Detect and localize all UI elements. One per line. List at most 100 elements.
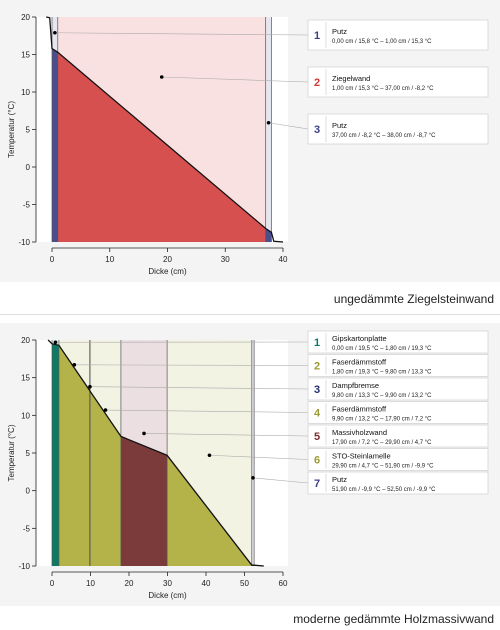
y-axis-label: Temperatur (°C) <box>7 424 16 481</box>
legend-box-2 <box>307 66 489 98</box>
layer-marker-dot-7 <box>251 476 255 480</box>
legend-layer-name-2: Faserdämmstoff <box>332 358 387 367</box>
x-tick-label: 0 <box>50 255 55 264</box>
legend-box-3 <box>307 113 489 145</box>
y-tick-label: 10 <box>21 88 30 97</box>
legend-number-3: 3 <box>314 124 320 136</box>
leader-line-2 <box>161 76 309 83</box>
caption-ziegelsteinwand: ungedämmte Ziegelsteinwand <box>333 292 494 306</box>
y-tick-label: 15 <box>21 51 30 60</box>
x-tick-label: 10 <box>105 255 114 264</box>
x-tick-label: 30 <box>221 255 230 264</box>
x-tick-label: 40 <box>202 579 211 588</box>
legend-layer-name-1: Putz <box>332 27 347 36</box>
legend-layer-range-3: 9,80 cm / 13,3 °C – 9,90 cm / 13,2 °C <box>332 393 432 399</box>
legend-number-1: 1 <box>314 337 320 349</box>
layer-marker-dot-5 <box>142 431 146 436</box>
y-axis-label: Temperatur (°C) <box>7 101 16 158</box>
layer-area-1 <box>52 48 58 242</box>
legend-layer-range-5: 17,90 cm / 7,2 °C – 29,90 cm / 4,7 °C <box>332 440 432 446</box>
layer-area-1 <box>52 343 59 566</box>
x-tick-label: 40 <box>279 255 288 264</box>
legend-box-3 <box>307 377 489 401</box>
legend-layer-name-5: Massivholzwand <box>332 428 387 437</box>
legend-box-6 <box>307 448 489 471</box>
y-tick-label: -5 <box>23 201 31 210</box>
leader-line-5 <box>144 433 309 437</box>
legend-box-1 <box>307 19 489 51</box>
layer-area-4 <box>90 391 121 566</box>
temperature-profile-line <box>46 16 284 243</box>
legend-number-4: 4 <box>314 408 321 420</box>
x-tick-label: 0 <box>50 579 55 588</box>
chart-ziegelsteinwand: -10 -5 0 5 10 15 20 0 10 20 30 40 Dicke (cm) Temperat… <box>7 13 489 276</box>
legend-layer-name-1: Gipskartonplatte <box>332 334 387 343</box>
legend-number-5: 5 <box>314 431 320 443</box>
y-tick-label: 15 <box>21 374 30 383</box>
x-tick-label: 20 <box>125 579 134 588</box>
layer-background-3 <box>265 17 272 242</box>
legend-layer-name-2: Ziegelwand <box>332 74 370 83</box>
legend-layer-name-4: Faserdämmstoff <box>332 405 387 414</box>
legend-number-3: 3 <box>314 384 320 396</box>
layer-marker-dot-3 <box>266 120 271 125</box>
y-tick-label: -5 <box>23 524 31 533</box>
y-tick-label: 0 <box>26 163 31 172</box>
legend-layer-range-2: 1,80 cm / 19,3 °C – 9,80 cm / 13,3 °C <box>332 370 432 376</box>
leader-line-1 <box>54 32 309 36</box>
y-tick-label: 0 <box>26 487 31 496</box>
legend-box-7 <box>307 471 489 495</box>
legend-box-2 <box>307 354 489 377</box>
legend-number-1: 1 <box>314 30 320 42</box>
legend-layer-name-7: Putz <box>332 475 347 484</box>
y-tick-label: -10 <box>18 238 30 247</box>
y-tick-label: -10 <box>18 562 30 571</box>
leader-line-3 <box>89 386 309 390</box>
x-tick-label: 60 <box>279 579 288 588</box>
layer-marker-dot-2 <box>72 363 77 367</box>
divider <box>0 314 500 315</box>
legend-layer-name-3: Dampfbremse <box>332 381 379 390</box>
legend-box-4 <box>307 401 489 424</box>
layer-marker-dot-2 <box>159 75 164 79</box>
legend-layer-name-6: STO-Steinlamelle <box>332 452 391 461</box>
legend-number-2: 2 <box>314 361 320 373</box>
legend-number-6: 6 <box>314 455 320 467</box>
x-axis-label: Dicke (cm) <box>148 591 187 600</box>
leader-line-7 <box>252 477 309 484</box>
caption-holzmassivwand: moderne gedämmte Holzmassivwand <box>293 612 494 626</box>
chart-panel-1: -10 -5 0 5 10 15 20 0 10 20 30 40 Dicke (cm) Temperat… <box>0 0 500 282</box>
layer-marker-dot-4 <box>103 408 108 412</box>
layer-area-2 <box>58 345 90 566</box>
y-tick-label: 10 <box>21 411 30 420</box>
chart-panel-2: -10 -5 0 5 10 15 20 0 10 20 30 40 50 60 Dicke (cm) Temp… <box>0 323 500 606</box>
layer-marker-dot-1 <box>53 340 58 345</box>
y-tick-label: 20 <box>21 336 30 345</box>
layer-marker-dot-1 <box>53 30 57 35</box>
legend-box-1 <box>307 330 489 354</box>
x-tick-label: 30 <box>163 579 172 588</box>
leader-line-3 <box>268 122 309 130</box>
layer-area-5 <box>120 436 168 566</box>
legend-number-2: 2 <box>314 77 320 89</box>
y-tick-label: 20 <box>21 13 30 22</box>
layer-marker-dot-3 <box>88 384 92 389</box>
layer-area-2 <box>57 52 266 242</box>
x-tick-label: 10 <box>86 579 95 588</box>
y-tick-label: 5 <box>26 449 31 458</box>
x-axis-label: Dicke (cm) <box>148 267 187 276</box>
legend-layer-range-6: 29,90 cm / 4,7 °C – 51,90 cm / -9,9 °C <box>332 464 434 470</box>
legend-number-7: 7 <box>314 478 320 490</box>
leader-line-2 <box>74 364 309 366</box>
temperature-profile-line <box>47 339 264 567</box>
legend-layer-range-3: 37,00 cm / -8,2 °C – 38,00 cm / -8,7 °C <box>332 133 436 139</box>
legend-layer-range-1: 0,00 cm / 15,8 °C – 1,00 cm / 15,3 °C <box>332 39 432 45</box>
x-tick-label: 20 <box>163 255 172 264</box>
legend-layer-name-3: Putz <box>332 121 347 130</box>
leader-line-6 <box>209 454 309 460</box>
legend-layer-range-1: 0,00 cm / 19,5 °C – 1,80 cm / 19,3 °C <box>332 346 432 352</box>
x-tick-label: 50 <box>240 579 249 588</box>
layer-marker-dot-6 <box>207 453 212 458</box>
legend-box-5 <box>307 424 489 448</box>
